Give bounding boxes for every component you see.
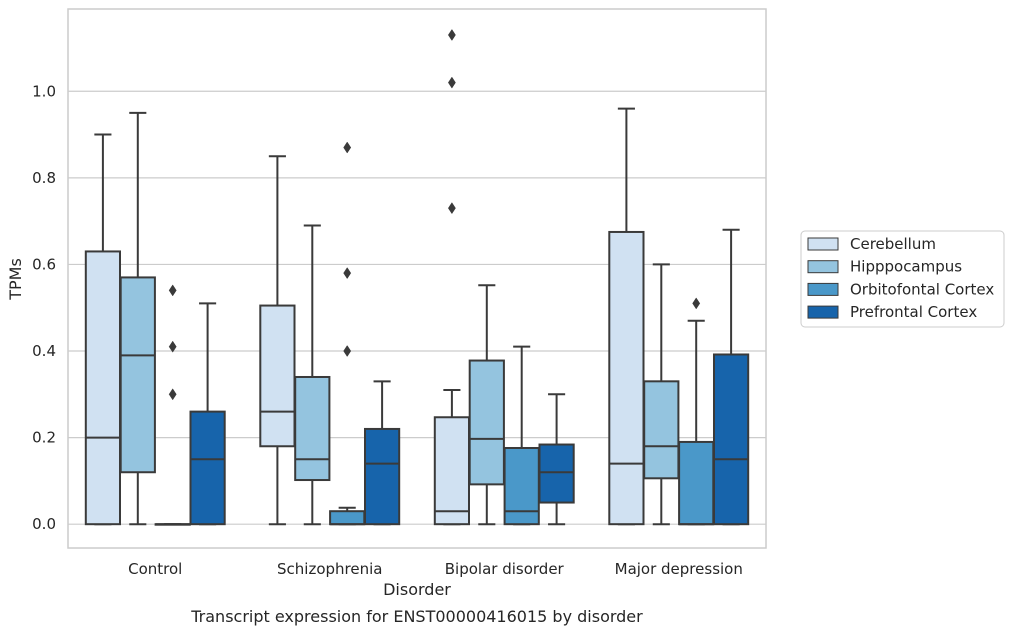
box-iqr: [119, 276, 156, 474]
box-iqr: [259, 304, 296, 448]
outlier-point: [168, 340, 177, 353]
y-tick-label: 1.0: [32, 82, 56, 100]
box-iqr: [538, 443, 575, 504]
y-tick-label: 0.6: [32, 255, 56, 273]
box-plot-item: [678, 297, 715, 526]
box-plot-item: [259, 155, 296, 526]
legend-item: Cerebellum: [807, 235, 936, 253]
box-plot-item: [84, 133, 122, 526]
box-iqr: [294, 375, 331, 482]
box-iqr: [433, 416, 471, 526]
box-plot-item: [329, 141, 366, 526]
box-iqr: [678, 440, 715, 526]
box-iqr: [329, 510, 366, 526]
legend-label: Prefrontal Cortex: [850, 303, 977, 321]
gridlines: [68, 90, 766, 525]
legend-swatch: [807, 237, 839, 251]
series-orbitofontal-cortex: [154, 141, 715, 526]
box-iqr: [643, 380, 680, 480]
x-tick-label: Schizophrenia: [277, 560, 382, 578]
box-plot-item: [294, 224, 331, 526]
box-plot-item: [189, 302, 226, 526]
box-iqr: [503, 446, 540, 526]
series-hipppocampus: [119, 111, 680, 526]
box-plot-item: [643, 263, 680, 526]
y-axis-title: TPMs: [6, 258, 25, 301]
y-tick-label: 0.8: [32, 169, 56, 187]
outlier-point: [343, 345, 352, 357]
y-tick-labels: 0.0 0.2 0.4 0.6 0.8 1.0: [32, 82, 56, 533]
x-tick-label: Control: [128, 560, 182, 578]
x-axis-title: Disorder: [383, 580, 451, 599]
x-tick-label: Bipolar disorder: [445, 560, 565, 578]
outlier-point: [168, 284, 177, 297]
box-iqr: [608, 230, 645, 526]
y-tick-label: 0.0: [32, 515, 56, 533]
legend-label: Hipppocampus: [850, 258, 962, 276]
legend-item: Orbitofontal Cortex: [807, 280, 994, 298]
legend-swatch: [807, 305, 839, 319]
box-plot-item: [433, 29, 471, 526]
legend-frame: [800, 230, 1005, 328]
outlier-point: [448, 29, 456, 41]
legend-swatch: [807, 282, 839, 296]
plot-area-frame: [67, 8, 767, 549]
box-iqr: [84, 250, 122, 526]
box-iqr: [189, 410, 226, 526]
legend: Cerebellum Hipppocampus Orbitofontal Corte…: [800, 230, 1005, 328]
box-plot-item: [154, 284, 191, 526]
series-prefrontal-cortex: [189, 228, 750, 526]
legend-item: Hipppocampus: [807, 258, 962, 276]
y-tick-label: 0.2: [32, 429, 56, 447]
y-tick-label: 0.4: [32, 342, 56, 360]
box-iqr: [712, 353, 750, 526]
legend-label: Orbitofontal Cortex: [850, 280, 994, 298]
x-tick-label: Major depression: [615, 560, 743, 578]
box-plot-item: [363, 380, 401, 526]
outlier-point: [448, 202, 456, 215]
box-plot-item: [503, 345, 540, 526]
legend-label: Cerebellum: [850, 235, 936, 253]
x-tick-labels: Control Schizophrenia Bipolar disorder Majo…: [128, 560, 743, 578]
box-plot-item: [119, 111, 156, 526]
box-iqr: [468, 359, 505, 486]
outlier-point: [448, 76, 456, 89]
outlier-point: [343, 141, 352, 154]
box-plot-item: [712, 228, 750, 526]
outlier-point: [343, 267, 352, 280]
legend-item: Prefrontal Cortex: [807, 303, 977, 321]
box-plot-item: [468, 284, 505, 526]
box-plot-item: [608, 107, 645, 526]
box-plot-item: [538, 393, 575, 526]
outlier-point: [168, 388, 177, 401]
legend-swatch: [807, 260, 839, 274]
outlier-point: [692, 297, 701, 310]
box-iqr: [363, 427, 401, 526]
chart-caption: Transcript expression for ENST0000041601…: [190, 607, 643, 626]
box-series-layer: [84, 29, 750, 526]
